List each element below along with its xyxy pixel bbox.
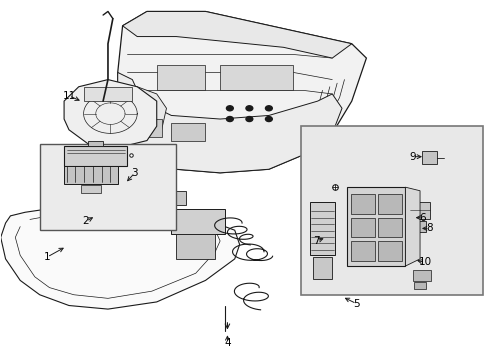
Text: 7: 7 — [313, 236, 319, 246]
Circle shape — [265, 117, 272, 122]
Polygon shape — [171, 123, 205, 140]
Text: 11: 11 — [62, 91, 76, 101]
Polygon shape — [64, 146, 127, 166]
Text: 3: 3 — [131, 168, 138, 178]
Polygon shape — [350, 218, 374, 237]
Polygon shape — [422, 151, 436, 164]
Circle shape — [245, 117, 252, 122]
Polygon shape — [310, 202, 334, 255]
Polygon shape — [64, 80, 157, 148]
Polygon shape — [350, 241, 374, 261]
Text: 4: 4 — [224, 338, 230, 348]
Polygon shape — [412, 270, 430, 281]
Polygon shape — [377, 194, 401, 214]
Bar — [88, 140, 103, 146]
Polygon shape — [122, 12, 351, 58]
Polygon shape — [413, 221, 425, 232]
Circle shape — [226, 106, 233, 111]
Circle shape — [265, 106, 272, 111]
Polygon shape — [137, 119, 161, 137]
Polygon shape — [409, 202, 429, 220]
Bar — [300, 126, 483, 295]
Text: 1: 1 — [43, 252, 50, 262]
Polygon shape — [118, 12, 366, 173]
Text: 5: 5 — [353, 299, 359, 309]
Circle shape — [226, 117, 233, 122]
Polygon shape — [171, 209, 224, 234]
Polygon shape — [377, 241, 401, 261]
Polygon shape — [350, 194, 374, 214]
Polygon shape — [176, 234, 215, 259]
Text: 2: 2 — [82, 216, 89, 226]
Polygon shape — [220, 65, 293, 90]
Bar — [40, 144, 176, 230]
Polygon shape — [346, 187, 405, 266]
Polygon shape — [413, 282, 425, 289]
Polygon shape — [118, 72, 341, 173]
Circle shape — [245, 106, 252, 111]
Polygon shape — [405, 187, 419, 266]
Polygon shape — [377, 218, 401, 237]
Polygon shape — [83, 87, 132, 101]
Text: 6: 6 — [418, 213, 425, 222]
Polygon shape — [312, 257, 331, 279]
Polygon shape — [0, 209, 239, 309]
Polygon shape — [161, 191, 185, 205]
Text: 8: 8 — [426, 224, 432, 233]
Polygon shape — [157, 65, 205, 90]
Text: 10: 10 — [418, 257, 430, 267]
Polygon shape — [118, 87, 166, 137]
Text: 9: 9 — [408, 152, 415, 162]
Polygon shape — [81, 185, 101, 193]
Polygon shape — [64, 166, 118, 184]
